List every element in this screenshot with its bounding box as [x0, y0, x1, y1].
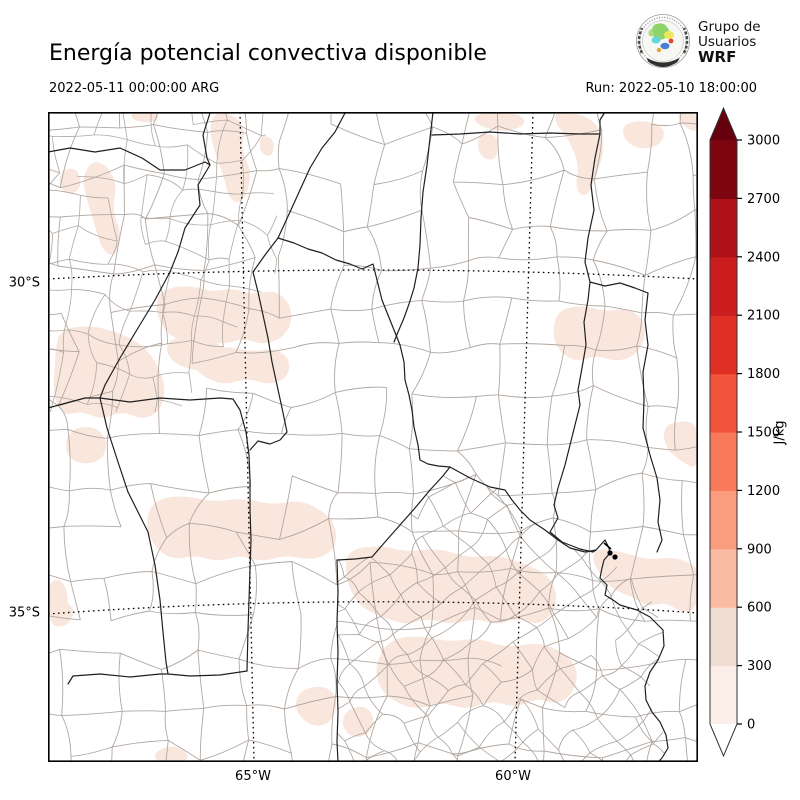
colorbar-segment: [710, 140, 737, 199]
colorbar-segment: [710, 432, 737, 491]
map-canvas: [48, 112, 698, 762]
province-border: [99, 112, 211, 399]
colorbar-tick-label: 3000: [747, 134, 780, 149]
cape-shaded-region: [295, 686, 337, 726]
colorbar-over-arrow: [710, 108, 737, 140]
colorbar-tick-label: 0: [747, 718, 755, 733]
colorbar-tick-label: 1800: [747, 367, 780, 382]
lat-tick-35s: 35°S: [8, 605, 40, 621]
cape-shaded-region: [154, 746, 188, 762]
lon-tick-60w: 60°W: [495, 769, 531, 784]
latitude-gridline: [48, 601, 698, 615]
province-border: [48, 147, 211, 171]
colorbar-tick-label: 300: [747, 659, 772, 674]
cape-shaded-region: [663, 421, 698, 467]
cape-shaded-region: [474, 112, 525, 131]
page-title: Energía potencial convectiva disponible: [49, 40, 487, 66]
colorbar-tick-label: 2100: [747, 309, 780, 324]
latitude-gridline: [48, 269, 698, 280]
colorbar-segment: [710, 548, 737, 608]
cape-shaded-region: [53, 326, 165, 418]
province-border: [249, 112, 346, 451]
cape-shaded-region: [678, 112, 698, 131]
department-borders-layer: [48, 112, 698, 762]
province-borders-layer: [48, 112, 669, 762]
province-border: [393, 112, 434, 343]
colorbar-segment: [710, 665, 737, 725]
colorbar-segment: [710, 373, 737, 433]
colorbar-units-label: J/kg: [772, 420, 788, 444]
province-border: [67, 670, 248, 685]
colorbar-tick-label: 1200: [747, 484, 780, 499]
province-border: [642, 292, 663, 553]
cape-shaded-region: [48, 580, 68, 623]
cape-shaded-region: [259, 136, 274, 156]
colorbar-segments: [710, 140, 737, 725]
colorbar-segment: [710, 607, 737, 667]
colorbar-tick-label: 2700: [747, 192, 780, 207]
cape-shaded-region: [66, 426, 107, 464]
cape-shaded-region: [478, 133, 499, 160]
province-border: [277, 237, 451, 468]
province-border: [336, 559, 339, 762]
colorbar-under-arrow: [710, 724, 737, 756]
province-border: [431, 131, 601, 136]
province-border: [589, 281, 649, 294]
cape-shaded-region: [83, 162, 120, 255]
map-frame: [48, 112, 698, 762]
colorbar-segment: [710, 256, 737, 316]
province-border: [549, 112, 606, 553]
cape-shaded-region: [342, 706, 374, 737]
colorbar-tick-label: 600: [747, 601, 772, 616]
cape-shaded-region: [622, 121, 664, 149]
lon-tick-65w: 65°W: [235, 769, 271, 784]
wrf-logo: Grupo de Usuarios WRF: [634, 12, 761, 72]
colorbar-ticks: 0 300 600 900 1200 1500 1800 2100 2400 2700 3000: [737, 134, 780, 733]
province-border: [48, 397, 101, 409]
cape-shaded-region: [59, 168, 81, 194]
colorbar-segment: [710, 490, 737, 550]
logo-line-3: WRF: [698, 47, 737, 66]
colorbar: 0 300 600 900 1200 1500 1800 2100 2400 2700 3000: [709, 106, 780, 758]
province-border: [449, 466, 597, 553]
cape-shaded-region: [210, 113, 250, 203]
colorbar-segment: [710, 315, 737, 375]
run-time-label: Run: 2022-05-10 18:00:00: [585, 81, 757, 96]
province-border: [99, 397, 252, 672]
cape-shaded-region: [593, 549, 698, 612]
cape-shaded-region: [166, 336, 223, 371]
longitude-gridline: [514, 112, 534, 762]
wrf-logo-text: Grupo de Usuarios WRF: [698, 18, 761, 66]
province-border: [336, 466, 451, 561]
logo-line-2: Usuarios: [698, 33, 757, 50]
map-background: [48, 112, 698, 762]
province-border: [595, 539, 669, 762]
logo-line-1: Grupo de: [698, 18, 761, 35]
cape-shaded-region: [147, 496, 337, 561]
province-border: [99, 397, 169, 675]
cape-shaded-region: [131, 112, 159, 123]
cape-shaded-region: [553, 306, 645, 361]
city-marker: [603, 542, 618, 560]
colorbar-tick-label: 1500: [747, 426, 780, 441]
lat-tick-30s: 30°S: [8, 275, 40, 291]
cape-shaded-region: [376, 636, 577, 708]
colorbar-segment: [710, 198, 737, 258]
colorbar-tick-label: 900: [747, 542, 772, 557]
valid-time-label: 2022-05-11 00:00:00 ARG: [49, 81, 220, 96]
wrf-logo-emblem: [636, 14, 690, 68]
colorbar-tick-label: 2400: [747, 250, 780, 265]
